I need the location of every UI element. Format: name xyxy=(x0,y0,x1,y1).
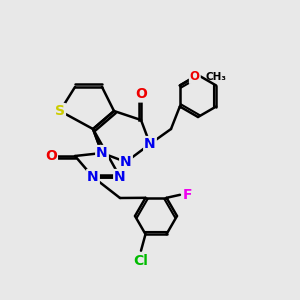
Text: F: F xyxy=(183,188,192,202)
Text: N: N xyxy=(114,170,126,184)
Text: N: N xyxy=(144,137,156,151)
Text: O: O xyxy=(135,88,147,101)
Text: N: N xyxy=(87,170,99,184)
Text: O: O xyxy=(190,70,200,83)
Text: O: O xyxy=(45,149,57,163)
Text: CH₃: CH₃ xyxy=(205,71,226,82)
Text: S: S xyxy=(55,104,65,118)
Text: N: N xyxy=(96,146,108,160)
Text: N: N xyxy=(120,155,132,169)
Text: Cl: Cl xyxy=(134,254,148,268)
